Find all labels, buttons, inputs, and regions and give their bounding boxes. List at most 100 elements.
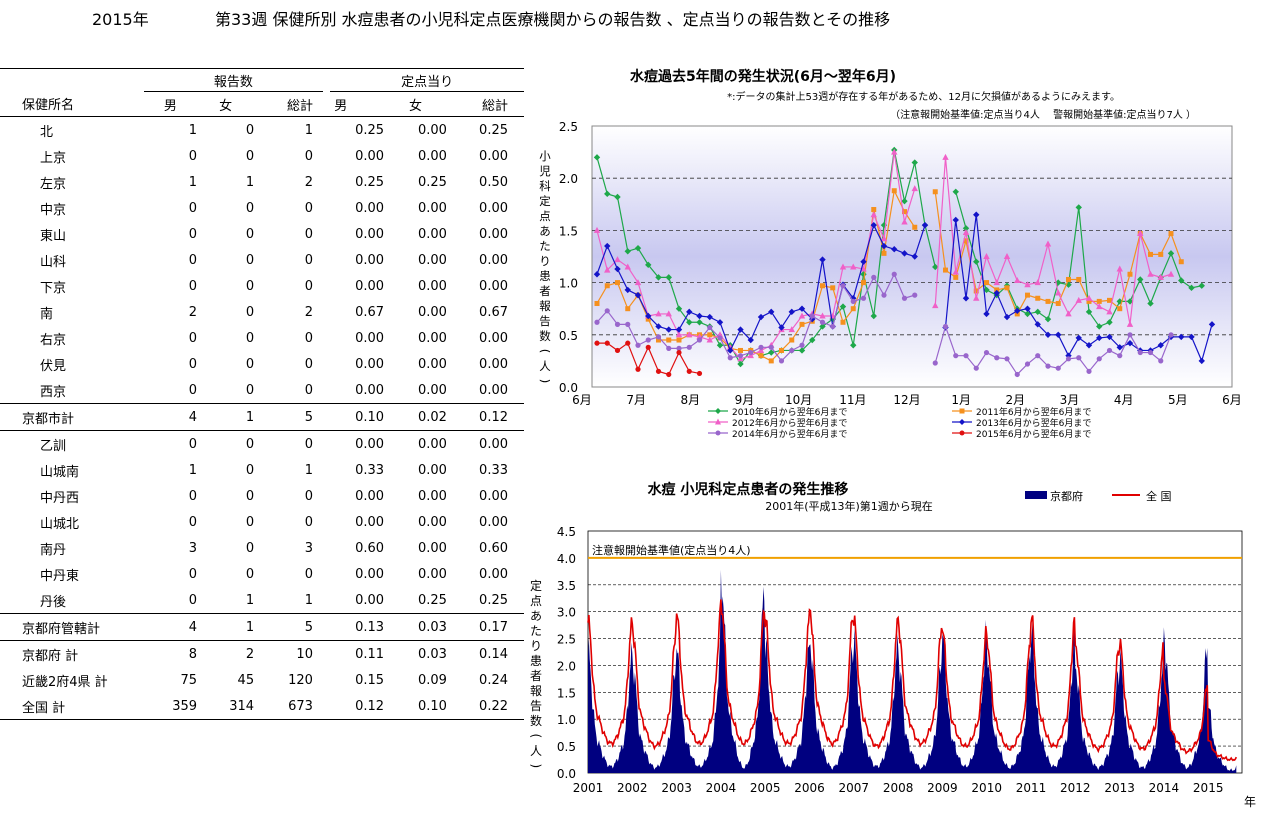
cell-female: 0 xyxy=(245,436,255,452)
y-axis-label-char: 児 xyxy=(539,164,551,178)
data-point xyxy=(604,190,611,198)
cell-female-rate: 0.00 xyxy=(417,514,447,530)
y-tick-label: 1.0 xyxy=(557,713,576,727)
cell-male: 0 xyxy=(188,278,198,294)
data-point xyxy=(901,295,908,301)
x-tick-label: 2015 xyxy=(1193,781,1224,795)
cell-female: 45 xyxy=(237,672,255,688)
row-name: 丹後 xyxy=(40,594,67,610)
series-line xyxy=(934,324,1172,376)
table-row: 山城北 0 0 0 0.00 0.00 0.00 xyxy=(0,509,524,535)
data-point xyxy=(614,321,621,327)
data-point xyxy=(686,319,693,326)
data-point xyxy=(1107,297,1112,303)
data-point xyxy=(891,188,897,194)
data-point xyxy=(686,344,692,350)
y-axis-label-char: 報 xyxy=(539,299,551,313)
data-point xyxy=(666,345,672,351)
legend-label: 2014年6月から翌年6月まで xyxy=(732,428,847,440)
table-row: 京都府管轄計 4 1 5 0.13 0.03 0.17 xyxy=(0,613,524,641)
cell-male-rate: 0.25 xyxy=(355,174,385,190)
data-point xyxy=(943,267,948,273)
cell-male: 4 xyxy=(143,613,198,641)
data-point xyxy=(932,263,939,271)
cell-total: 2 xyxy=(304,304,313,320)
data-point xyxy=(1024,310,1031,318)
data-point xyxy=(1096,356,1102,362)
data-point xyxy=(768,308,775,316)
legend-label: 2012年6月から翌年6月まで xyxy=(732,417,847,429)
series-3 xyxy=(593,211,1216,365)
cell-male-rate: 0.00 xyxy=(355,566,385,582)
cell-male: 0 xyxy=(188,226,198,242)
data-point xyxy=(1178,259,1184,265)
threshold-label: 注意報開始基準値(定点当り4人) xyxy=(592,543,751,557)
data-point xyxy=(727,355,733,361)
cell-female-rate: 0.00 xyxy=(417,278,447,294)
data-point xyxy=(665,274,672,281)
row-name: 東山 xyxy=(40,228,67,244)
cell-female: 0 xyxy=(245,540,255,556)
data-point xyxy=(789,347,795,354)
data-point xyxy=(594,319,600,325)
data-point xyxy=(880,242,888,250)
y-tick-label: 3.0 xyxy=(557,606,576,620)
data-point xyxy=(778,324,785,331)
cell-female: 1 xyxy=(245,592,255,608)
cell-total: 0 xyxy=(304,278,313,294)
y-tick-label: 1.0 xyxy=(559,277,578,291)
series-5 xyxy=(594,340,703,378)
y-tick-label: 2.5 xyxy=(557,633,576,647)
table-row: 北 1 0 1 0.25 0.00 0.25 xyxy=(0,117,524,144)
data-point xyxy=(747,336,754,344)
legend-swatch-kyoto xyxy=(1025,491,1047,499)
cell-female: 0 xyxy=(245,514,255,530)
data-point xyxy=(860,258,867,265)
data-point xyxy=(1014,371,1020,378)
x-tick-label: 6月 xyxy=(572,393,592,407)
table-row: 西京 0 0 0 0.00 0.00 0.00 xyxy=(0,377,524,404)
cell-male-rate: 0.25 xyxy=(355,122,385,138)
cell-male-rate: 0.60 xyxy=(355,540,385,556)
data-point xyxy=(1096,323,1103,330)
cell-female-rate: 0.03 xyxy=(417,646,447,662)
y-axis-label-char: 点 xyxy=(539,209,551,223)
cell-male: 75 xyxy=(180,672,198,688)
row-name: 右京 xyxy=(40,332,67,348)
cell-total-rate: 0.12 xyxy=(446,403,524,431)
y-axis-label-char: た xyxy=(539,239,551,253)
data-point xyxy=(768,358,774,364)
data-point xyxy=(839,263,847,270)
data-point xyxy=(716,342,724,349)
cell-female-rate: 0.00 xyxy=(417,540,447,556)
cell-male-rate: 0.00 xyxy=(355,252,385,268)
data-point xyxy=(625,340,631,346)
cell-total-rate: 0.00 xyxy=(479,252,508,268)
cell-total-rate: 0.00 xyxy=(479,382,508,398)
col-header-total-rate: 総計 xyxy=(446,91,524,117)
data-point xyxy=(1148,251,1153,257)
data-point xyxy=(614,193,621,201)
cell-female: 0 xyxy=(245,566,255,582)
data-point xyxy=(1076,276,1082,282)
data-point xyxy=(737,326,744,333)
data-point xyxy=(953,274,959,280)
data-point xyxy=(737,360,744,368)
series-line xyxy=(596,149,936,366)
cell-female: 1 xyxy=(245,174,255,190)
cell-total-rate: 0.00 xyxy=(479,566,508,582)
table-row: 下京 0 0 0 0.00 0.00 0.00 xyxy=(0,273,524,299)
data-point xyxy=(891,271,897,277)
x-tick-label: 10月 xyxy=(785,393,812,407)
data-point xyxy=(850,263,857,270)
data-point xyxy=(675,305,683,312)
data-point xyxy=(921,221,929,229)
data-point xyxy=(757,313,765,321)
data-point xyxy=(615,280,620,286)
y-tick-label: 0.5 xyxy=(557,740,576,754)
data-point xyxy=(963,353,969,359)
data-point xyxy=(738,347,743,353)
cell-total-rate: 0.00 xyxy=(479,200,508,216)
cell-female-rate: 0.00 xyxy=(417,226,447,242)
data-point xyxy=(625,321,631,327)
